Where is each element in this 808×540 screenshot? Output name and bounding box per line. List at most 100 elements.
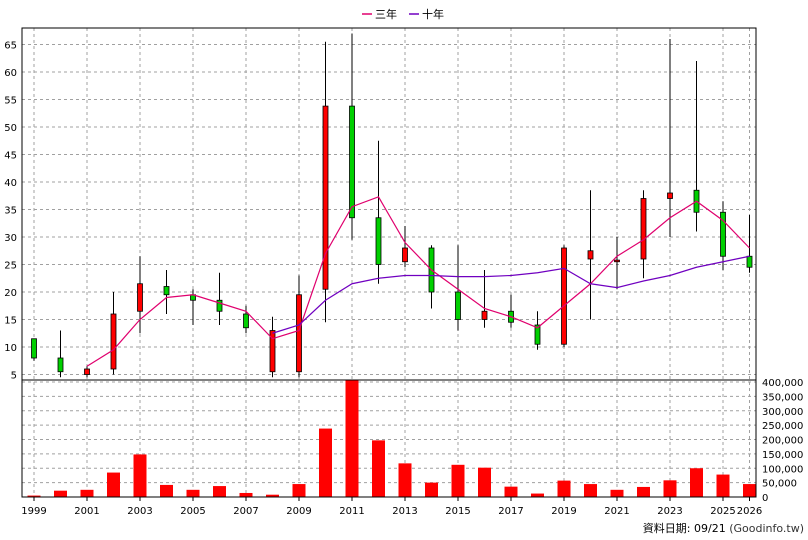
volume-tick-label: 250,000 xyxy=(762,421,803,432)
volume-bar xyxy=(451,464,465,497)
candle-body xyxy=(402,247,408,263)
volume-bar xyxy=(716,474,730,497)
legend-label: 十年 xyxy=(422,7,444,21)
data-source: (Goodinfo.tw) xyxy=(729,522,804,535)
price-tick-label: 50 xyxy=(4,123,17,134)
candle-body xyxy=(243,313,249,329)
price-tick-label: 15 xyxy=(4,316,17,327)
price-tick-label: 30 xyxy=(4,233,17,244)
volume-bar xyxy=(107,472,120,497)
volume-bar xyxy=(398,463,412,497)
volume-bar xyxy=(531,493,544,497)
volume-tick-label: 150,000 xyxy=(762,450,803,461)
volume-bar xyxy=(584,484,597,497)
footer: 資料日期: 09/21 (Goodinfo.tw) xyxy=(643,520,804,536)
x-axis: 1999 2001 2003 2005 2007 2009 2011 2013 2015 2017… xyxy=(21,497,762,517)
data-date-label: 資料日期: 09/21 xyxy=(642,522,726,535)
volume-bar xyxy=(239,492,253,497)
x-tick-label: 2007 xyxy=(233,506,258,517)
volume-frame xyxy=(21,379,757,498)
volume-bar xyxy=(425,482,438,497)
candle-body xyxy=(269,330,276,373)
x-tick-label: 2026 xyxy=(737,506,762,517)
x-tick-label: 2015 xyxy=(445,506,470,517)
volume-bar xyxy=(213,486,226,497)
volume-bar xyxy=(557,480,571,497)
volume-bar xyxy=(637,486,650,497)
volume-panel: 0 50,000 100,000 150,000 200,000 250,000 300,0… xyxy=(21,378,803,504)
candle-body xyxy=(110,313,117,370)
candle-body xyxy=(455,291,461,320)
candle-body xyxy=(481,310,488,320)
legend-label: 三年 xyxy=(375,7,397,21)
x-tick-label: 2005 xyxy=(180,506,205,517)
volume-bar xyxy=(504,486,518,497)
x-tick-label: 2001 xyxy=(74,506,99,517)
price-tick-label: 10 xyxy=(4,343,17,354)
price-tick-label: 25 xyxy=(4,261,17,272)
price-tick-label: 45 xyxy=(4,151,17,162)
candle-body xyxy=(349,105,355,219)
price-tick-label: 55 xyxy=(4,96,17,107)
candle-body xyxy=(587,250,594,260)
volume-bar xyxy=(54,490,67,497)
volume-bar xyxy=(610,489,624,497)
x-tick-label: 2023 xyxy=(657,506,682,517)
candle-body xyxy=(31,338,37,359)
x-tick-label: 2021 xyxy=(604,506,629,517)
candle-body xyxy=(84,368,90,375)
price-panel: 5 10 15 20 25 30 35 40 45 50 55 60 65 xyxy=(4,27,757,497)
volume-tick-label: 50,000 xyxy=(762,479,797,490)
price-tick-label: 5 xyxy=(11,371,17,382)
volume-bar xyxy=(133,454,147,497)
series-line-10yr xyxy=(272,255,750,334)
volume-tick-label: 100,000 xyxy=(762,464,803,475)
candle-body xyxy=(720,211,726,257)
price-tick-label: 35 xyxy=(4,206,17,217)
candle-body xyxy=(57,357,64,373)
volume-bar xyxy=(186,489,200,497)
volume-bar xyxy=(345,379,359,497)
volume-tick-label: 400,000 xyxy=(762,378,803,389)
candle-body xyxy=(561,247,567,345)
volume-bar xyxy=(160,484,173,497)
x-tick-label: 2003 xyxy=(127,506,152,517)
candle-body xyxy=(534,324,541,345)
volume-tick-label: 0 xyxy=(762,493,768,504)
candle-body xyxy=(322,105,329,290)
candle-body xyxy=(614,259,620,263)
candle-body xyxy=(216,299,223,312)
volume-tick-label: 300,000 xyxy=(762,407,803,418)
volume-bar xyxy=(690,468,703,497)
candle-body xyxy=(375,217,382,265)
price-tick-label: 40 xyxy=(4,178,17,189)
candle-body xyxy=(163,286,170,296)
candle-body xyxy=(640,198,647,260)
x-tick-label: 2025 xyxy=(710,506,735,517)
volume-tick-label: 350,000 xyxy=(762,392,803,403)
volume-bar xyxy=(319,428,332,497)
x-tick-label: 2017 xyxy=(498,506,523,517)
price-tick-label: 60 xyxy=(4,68,17,79)
volume-bar xyxy=(743,484,756,497)
candle-body xyxy=(746,255,753,268)
volume-bar xyxy=(266,494,279,497)
candle-body xyxy=(296,294,302,373)
candle-body xyxy=(137,283,143,312)
volume-tick-label: 200,000 xyxy=(762,436,803,447)
price-tick-label: 65 xyxy=(4,41,17,52)
volume-bar xyxy=(478,467,491,497)
x-tick-label: 1999 xyxy=(21,506,46,517)
volume-bar xyxy=(292,484,306,497)
volume-bar xyxy=(80,489,94,497)
price-tick-label: 20 xyxy=(4,288,17,299)
volume-bar xyxy=(663,480,677,497)
x-tick-label: 2013 xyxy=(392,506,417,517)
x-tick-label: 2019 xyxy=(551,506,576,517)
volume-bar xyxy=(372,440,385,497)
series-line-3yr xyxy=(86,196,750,367)
volume-bar xyxy=(27,495,41,497)
legend: 三年 十年 xyxy=(362,7,444,21)
candle-body xyxy=(667,192,673,199)
